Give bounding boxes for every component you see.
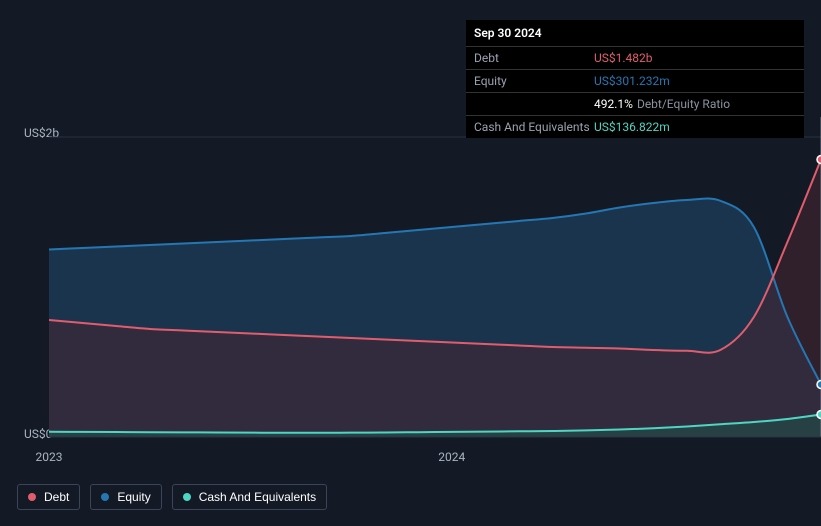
tooltip-value: US$136.822m [594, 120, 670, 134]
ratio-secondary-label: Debt/Equity Ratio [637, 97, 730, 111]
debt-equity-chart: Sep 30 2024 Debt US$1.482b Equity US$301… [0, 0, 821, 526]
tooltip-label [474, 97, 594, 111]
tooltip-row-debt: Debt US$1.482b [466, 46, 804, 69]
legend-label: Cash And Equivalents [199, 490, 316, 504]
tooltip-label: Cash And Equivalents [474, 120, 594, 134]
x-axis-tick-2024: 2024 [438, 450, 465, 464]
legend-item-equity[interactable]: Equity [90, 484, 161, 510]
tooltip-label: Debt [474, 51, 594, 65]
tooltip-value: 492.1% Debt/Equity Ratio [594, 97, 730, 111]
tooltip-row-equity: Equity US$301.232m [466, 69, 804, 92]
tooltip-row-ratio: 492.1% Debt/Equity Ratio [466, 92, 804, 115]
tooltip-value: US$301.232m [594, 74, 670, 88]
legend-item-debt[interactable]: Debt [17, 484, 80, 510]
legend-dot-icon [183, 493, 191, 501]
ratio-value: 492.1% [594, 97, 633, 111]
tooltip-value: US$1.482b [594, 51, 653, 65]
chart-legend: Debt Equity Cash And Equivalents [17, 484, 327, 510]
tooltip-row-cash: Cash And Equivalents US$136.822m [466, 115, 804, 138]
tooltip-date: Sep 30 2024 [466, 20, 804, 46]
x-axis-labels: 2023 2024 [49, 450, 821, 466]
x-axis-tick-2023: 2023 [36, 450, 63, 464]
legend-dot-icon [28, 493, 36, 501]
tooltip-label: Equity [474, 74, 594, 88]
legend-dot-icon [101, 493, 109, 501]
legend-label: Equity [117, 490, 150, 504]
legend-label: Debt [44, 490, 69, 504]
chart-tooltip: Sep 30 2024 Debt US$1.482b Equity US$301… [466, 20, 804, 138]
legend-item-cash[interactable]: Cash And Equivalents [172, 484, 327, 510]
